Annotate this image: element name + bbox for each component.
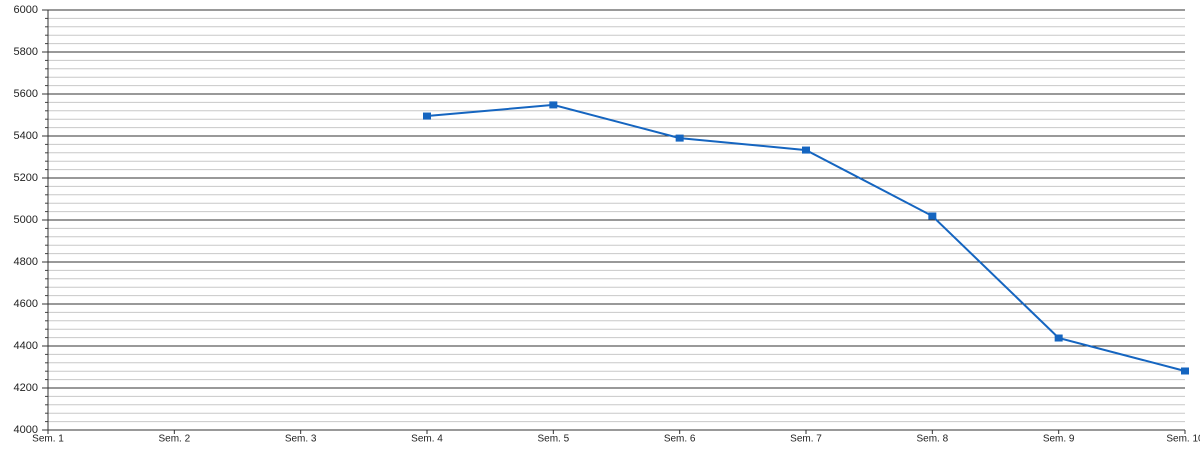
data-point (423, 112, 431, 120)
x-tick-label: Sem. 1 (32, 434, 64, 445)
x-tick-label: Sem. 9 (1043, 434, 1075, 445)
x-tick-label: Sem. 2 (158, 434, 190, 445)
x-tick-label: Sem. 7 (790, 434, 822, 445)
data-point (802, 146, 810, 154)
x-tick-label: Sem. 5 (537, 434, 569, 445)
y-tick-label: 5000 (14, 214, 38, 226)
y-tick-label: 5400 (14, 130, 38, 142)
y-tick-label: 5200 (14, 172, 38, 184)
data-point (549, 101, 558, 109)
x-tick-label: Sem. 4 (411, 434, 443, 445)
y-tick-label: 4600 (14, 298, 38, 310)
y-tick-label: 4000 (14, 424, 38, 436)
x-tick-label: Sem. 8 (916, 434, 948, 445)
x-tick-label: Sem. 6 (664, 434, 696, 445)
x-tick-label: Sem. 10 (1166, 434, 1200, 445)
data-point (675, 134, 684, 142)
data-point (1054, 334, 1063, 342)
y-tick-label: 6000 (14, 4, 38, 16)
y-tick-label: 4400 (14, 340, 38, 352)
y-tick-label: 4800 (14, 256, 38, 268)
y-tick-label: 5600 (14, 88, 38, 100)
x-tick-label: Sem. 3 (285, 434, 317, 445)
data-point (928, 212, 937, 220)
y-tick-label: 5800 (14, 46, 38, 58)
y-tick-label: 4200 (14, 382, 38, 394)
data-point (1181, 367, 1189, 375)
